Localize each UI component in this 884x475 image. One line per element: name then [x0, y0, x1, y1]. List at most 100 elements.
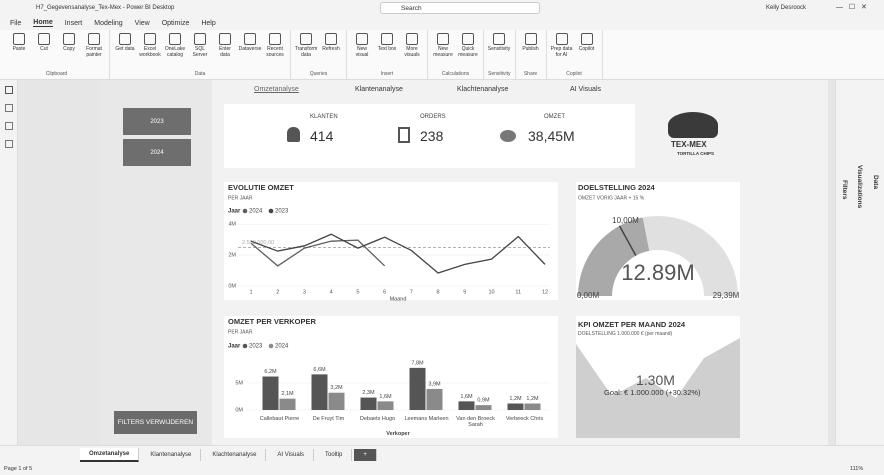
pane-tab[interactable]: Filters	[841, 180, 848, 200]
ribbon-button[interactable]: OneLake catalog	[164, 33, 186, 71]
button-icon	[300, 33, 312, 45]
ribbon-group: Paste Cut Copy Format painter Clipboard	[4, 30, 110, 79]
button-icon	[244, 33, 256, 45]
ribbon-button[interactable]: Recent sources	[264, 33, 286, 71]
nav-link[interactable]: Klachtenanalyse	[457, 86, 509, 93]
button-icon	[356, 33, 368, 45]
pane-tab[interactable]: Data	[872, 175, 879, 190]
page-tab[interactable]: Klachtenanalyse	[203, 448, 267, 461]
file-name: H7_Gegevensanalyse_Tex-Mex - Power BI De…	[36, 5, 175, 11]
menu-item[interactable]: Optimize	[161, 19, 190, 27]
page-tab[interactable]: Tooltip	[316, 448, 353, 461]
ribbon-button[interactable]: Prep data for AI	[551, 33, 573, 71]
coins-icon	[500, 130, 516, 142]
page-tab[interactable]: Klantenanalyse	[141, 448, 202, 461]
dax-view-icon[interactable]	[5, 140, 13, 148]
pane-tab[interactable]: Visualizations	[856, 165, 863, 209]
button-label: Paste	[12, 46, 26, 52]
logo-name: TEX-MEX	[671, 140, 707, 149]
ribbon-button[interactable]: Refresh	[320, 33, 342, 71]
slicer-item[interactable]: 2024	[123, 139, 191, 166]
card-value: 238	[420, 128, 444, 144]
page-tab[interactable]: Omzetanalyse	[80, 447, 140, 462]
ribbon-button[interactable]: Copilot	[576, 33, 598, 71]
ribbon-button[interactable]: Cut	[33, 33, 55, 71]
slicer-item[interactable]: 2023	[123, 108, 191, 135]
table-view-icon[interactable]	[5, 104, 13, 112]
ribbon-button[interactable]: New measure	[432, 33, 454, 71]
model-view-icon[interactable]	[5, 122, 13, 130]
button-label: SQL Server	[192, 46, 208, 58]
button-label: Copy	[63, 46, 75, 52]
search-box[interactable]: Search	[380, 2, 540, 14]
x-tick-label: Leemans Marleen	[404, 416, 449, 422]
kpi-panel	[576, 316, 740, 438]
button-icon	[406, 33, 418, 45]
button-label: Prep data for AI	[550, 46, 573, 58]
menu-item[interactable]: Modeling	[94, 19, 123, 27]
ribbon-button[interactable]: Paste	[8, 33, 30, 71]
group-label: Sensitivity	[488, 71, 511, 77]
nav-link[interactable]: AI Visuals	[570, 86, 601, 93]
ribbon-button[interactable]: Copy	[58, 33, 80, 71]
button-label: More visuals	[404, 46, 420, 58]
ribbon-group: New measure Quick measure Calculations	[428, 30, 484, 79]
ribbon-group: Get data Excel workbook OneLake catalog SQL…	[110, 30, 291, 79]
button-label: Recent sources	[266, 46, 284, 58]
ribbon-button[interactable]: SQL Server	[189, 33, 211, 71]
button-icon	[144, 33, 156, 45]
group-label: Queries	[309, 71, 328, 77]
nav-link[interactable]: Klantenanalyse	[355, 86, 403, 93]
ribbon-button[interactable]: Get data	[114, 33, 136, 71]
nav-link[interactable]: Omzetanalyse	[254, 86, 299, 93]
menu-item[interactable]: Help	[201, 19, 216, 27]
menu-item[interactable]: Home	[33, 19, 53, 27]
ribbon-button[interactable]: Publish	[520, 33, 542, 71]
add-page[interactable]: +	[354, 448, 377, 461]
group-label: Share	[523, 71, 538, 77]
ribbon-group: Publish Share	[516, 30, 547, 79]
report-view-icon[interactable]	[5, 86, 13, 94]
ribbon-button[interactable]: Format painter	[83, 33, 105, 71]
ribbon-button[interactable]: Text box	[376, 33, 398, 71]
zoom-level: 111%	[850, 466, 864, 472]
button-label: Publish	[522, 46, 539, 52]
gauge-panel	[576, 182, 740, 300]
ribbon-button[interactable]: New visual	[351, 33, 373, 71]
button-label: Copilot	[578, 46, 595, 52]
ribbon-buttons: Paste Cut Copy Format painter	[8, 33, 105, 71]
page-tab[interactable]: AI Visuals	[268, 448, 314, 461]
ribbon-button[interactable]: Enter data	[214, 33, 236, 71]
view-switcher	[0, 80, 18, 445]
ribbon-button[interactable]: Dataverse	[239, 33, 261, 71]
card-value: 38,45M	[528, 128, 575, 144]
button-icon	[63, 33, 75, 45]
ribbon-button[interactable]: Sensitivity	[488, 33, 510, 71]
group-label: Copilot	[566, 71, 582, 77]
ribbon-buttons: New visual Text box More visuals	[351, 33, 423, 71]
button-icon	[169, 33, 181, 45]
button-icon	[269, 33, 281, 45]
menu-bar: File Home Insert Modeling View Optimize Help	[0, 16, 884, 30]
button-label: OneLake catalog	[164, 46, 186, 58]
button-icon	[493, 33, 505, 45]
button-label: Dataverse	[238, 46, 262, 52]
button-label: New measure	[433, 46, 453, 58]
button-label: Excel workbook	[139, 46, 161, 58]
window-controls[interactable]: — ☐ ✕	[836, 4, 867, 11]
ribbon-button[interactable]: Quick measure	[457, 33, 479, 71]
reset-button[interactable]: FILTERS VERWIJDEREN	[114, 411, 197, 434]
kpi-goal: Goal: € 1.000.000 (+30.32%)	[604, 388, 701, 397]
menu-item[interactable]: Insert	[64, 19, 83, 27]
ribbon-button[interactable]: Transform data	[295, 33, 317, 71]
ribbon-button[interactable]: More visuals	[401, 33, 423, 71]
ribbon-group: New visual Text box More visuals Insert	[347, 30, 428, 79]
card-label: KLANTEN	[310, 114, 338, 120]
menu-item[interactable]: View	[134, 19, 150, 27]
status-bar: Page 1 of 5 111%	[0, 463, 884, 475]
kpi-value: 1.30M	[636, 372, 675, 388]
ribbon-button[interactable]: Excel workbook	[139, 33, 161, 71]
menu-item[interactable]: File	[10, 19, 22, 27]
button-label: Enter data	[219, 46, 231, 58]
button-icon	[38, 33, 50, 45]
